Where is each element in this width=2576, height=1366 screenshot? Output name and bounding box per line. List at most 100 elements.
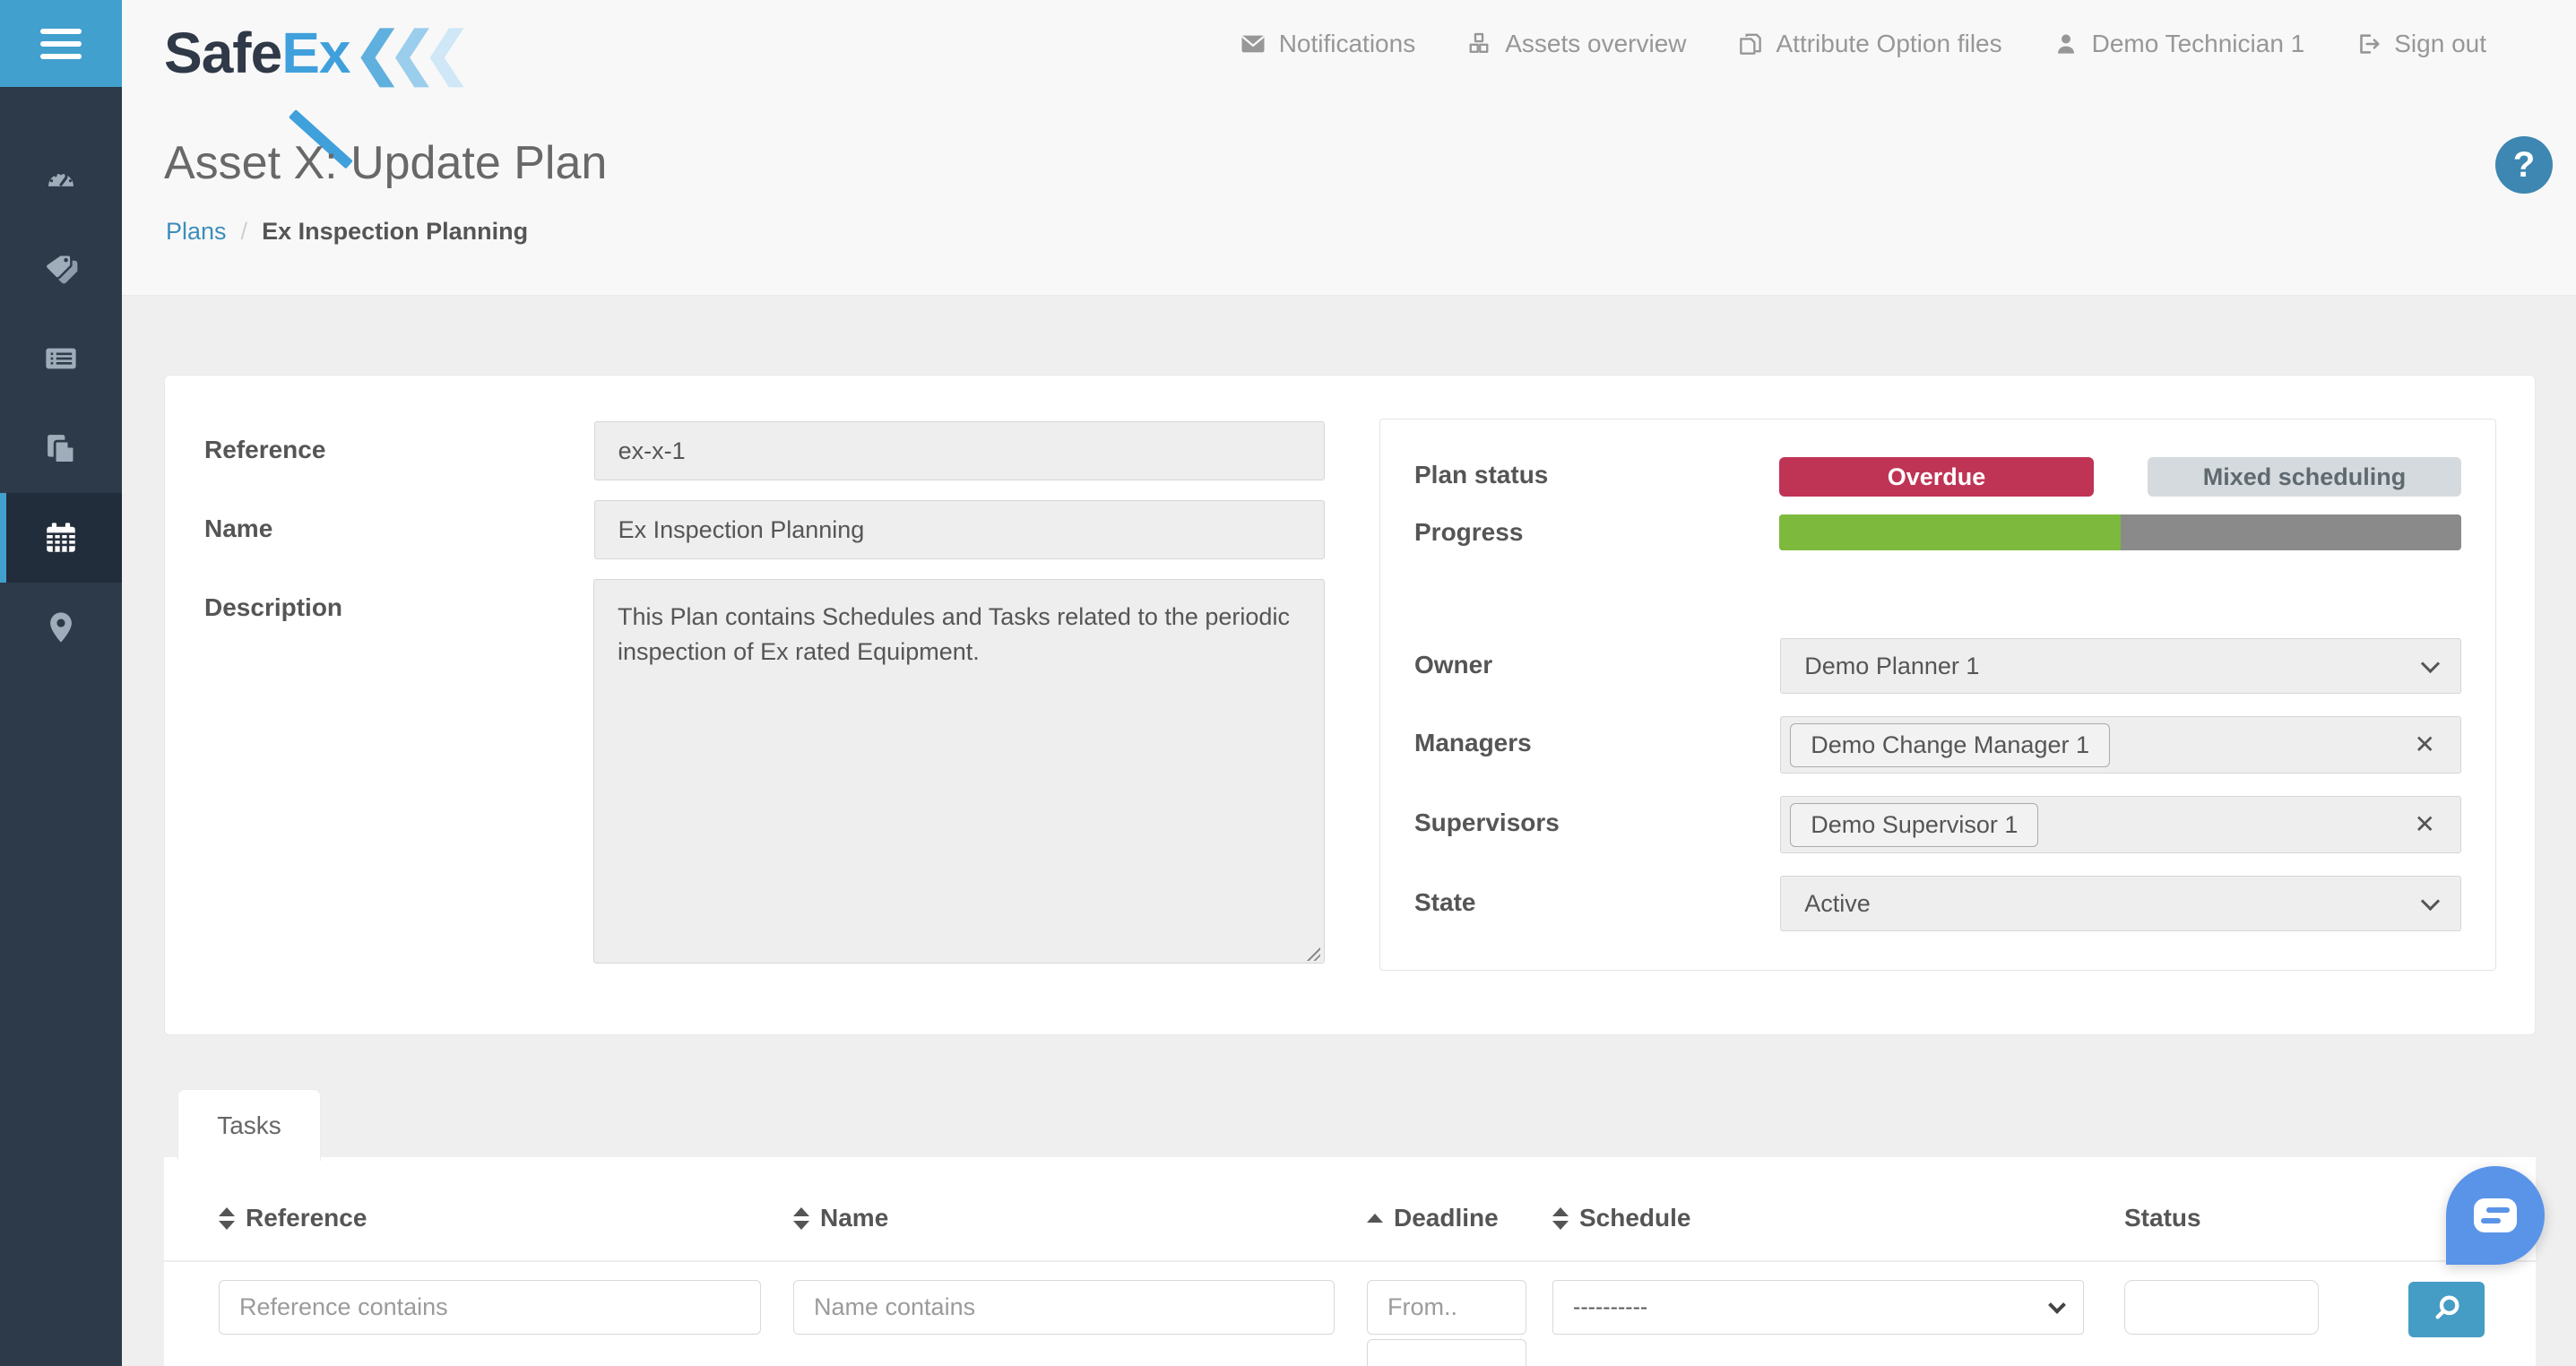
progress-bar (1779, 514, 2461, 550)
search-icon (2435, 1295, 2459, 1319)
logo-text-safe: Safe (164, 21, 282, 85)
logo-chevron: ❮ (388, 20, 437, 85)
sort-icon (1552, 1206, 1569, 1230)
tab-tasks-label: Tasks (217, 1111, 281, 1139)
nav-label: Notifications (1278, 29, 1416, 57)
nav-sign-out[interactable]: Sign out (2355, 30, 2486, 58)
manager-chip[interactable]: Demo Change Manager 1 (1790, 722, 2110, 767)
filter-schedule-select[interactable]: ---------- (1552, 1280, 2084, 1335)
cubes-icon (1469, 32, 1489, 53)
filter-status-input[interactable] (2124, 1280, 2319, 1335)
menu-toggle-button[interactable] (0, 0, 122, 87)
nav-user-account[interactable]: Demo Technician 1 (2053, 29, 2305, 58)
column-header-reference[interactable]: Reference (219, 1204, 367, 1232)
dashboard-icon (48, 172, 73, 186)
filter-name-input[interactable] (793, 1280, 1335, 1335)
filter-deadline-to-input[interactable] (1367, 1339, 1526, 1366)
sidebar (0, 0, 122, 1366)
managers-multiselect[interactable]: Demo Change Manager 1 ✕ (1780, 716, 2461, 774)
resize-grip-icon[interactable] (1304, 945, 1320, 961)
progress-label: Progress (1414, 518, 1524, 546)
search-button[interactable] (2408, 1282, 2485, 1337)
column-header-name[interactable]: Name (793, 1204, 888, 1232)
sort-icon (793, 1206, 809, 1230)
sidebar-item-documents[interactable] (0, 403, 122, 493)
remove-managers-icon[interactable]: ✕ (2414, 731, 2435, 758)
tasks-panel: Reference Name Deadline Schedule Status … (164, 1157, 2536, 1366)
nav-label: Attribute Option files (1776, 29, 2002, 57)
column-label: Reference (246, 1204, 367, 1232)
name-label: Name (204, 514, 273, 542)
column-header-deadline[interactable]: Deadline (1367, 1204, 1499, 1232)
breadcrumb-separator: / (240, 218, 248, 245)
managers-label: Managers (1414, 729, 1532, 756)
plan-status-panel: Plan status Overdue Mixed scheduling Pro… (1379, 419, 2496, 971)
topbar: Safe Ex ❮ ❮ ❮ Notifications Assets overvi… (122, 0, 2576, 296)
column-header-schedule[interactable]: Schedule (1552, 1204, 1690, 1232)
breadcrumb-current: Ex Inspection Planning (262, 218, 529, 245)
plan-details-card: Reference Name Description This Plan con… (164, 375, 2536, 1035)
question-mark-icon: ? (2512, 144, 2536, 185)
status-badge-mixed-scheduling: Mixed scheduling (2148, 457, 2461, 497)
column-label: Deadline (1394, 1204, 1499, 1232)
nav-attribute-option-files[interactable]: Attribute Option files (1737, 30, 2002, 58)
sidebar-item-tags[interactable] (0, 224, 122, 314)
sidebar-item-dashboard[interactable] (0, 134, 122, 224)
top-navigation: Notifications Assets overview Attribute … (1240, 0, 2486, 87)
chevron-down-icon (2420, 653, 2441, 674)
description-textarea[interactable]: This Plan contains Schedules and Tasks r… (593, 579, 1325, 964)
sort-asc-icon (1367, 1214, 1383, 1223)
remove-supervisors-icon[interactable]: ✕ (2414, 810, 2435, 838)
sidebar-item-locations[interactable] (0, 583, 122, 672)
schedule-select-value: ---------- (1573, 1294, 1648, 1319)
logo-chevron: ❮ (353, 20, 402, 85)
sidebar-item-list[interactable] (0, 314, 122, 403)
supervisor-chip[interactable]: Demo Supervisor 1 (1790, 802, 2039, 847)
logo-chevron: ❮ (422, 20, 471, 85)
owner-select[interactable]: Demo Planner 1 (1780, 638, 2461, 694)
location-pin-icon (50, 612, 72, 643)
column-label: Name (820, 1204, 889, 1232)
help-button[interactable]: ? (2495, 136, 2553, 194)
reference-input[interactable] (593, 421, 1325, 480)
hamburger-icon (40, 28, 82, 59)
reference-label: Reference (204, 436, 326, 463)
filter-reference-input[interactable] (219, 1280, 761, 1335)
copy-files-icon (1739, 33, 1761, 55)
tab-tasks[interactable]: Tasks (177, 1089, 321, 1161)
tasks-table-header: Reference Name Deadline Schedule Status (164, 1157, 2536, 1262)
logo-text-ex: Ex (281, 21, 350, 85)
page-title: Asset X: Update Plan (164, 137, 608, 189)
chat-bubble-icon (2474, 1198, 2517, 1232)
supervisors-multiselect[interactable]: Demo Supervisor 1 ✕ (1780, 796, 2461, 853)
name-input[interactable] (593, 500, 1325, 559)
filter-deadline-from-input[interactable] (1367, 1280, 1526, 1335)
state-value: Active (1804, 889, 1871, 917)
chevron-down-icon (2420, 891, 2441, 912)
state-label: State (1414, 888, 1476, 916)
breadcrumb: Plans / Ex Inspection Planning (166, 218, 528, 246)
envelope-icon (1241, 35, 1265, 52)
nav-label: Demo Technician 1 (2091, 29, 2305, 57)
sign-out-icon (2360, 33, 2380, 54)
nav-label: Sign out (2394, 29, 2486, 57)
plan-status-label: Plan status (1414, 461, 1549, 488)
chevron-down-icon (2048, 1296, 2066, 1314)
safeex-logo[interactable]: Safe Ex ❮ ❮ ❮ (164, 13, 471, 93)
plan-form: Reference Name Description This Plan con… (204, 421, 1325, 988)
copy-icon (48, 435, 76, 464)
description-label: Description (204, 593, 343, 621)
supervisors-label: Supervisors (1414, 808, 1560, 836)
state-select[interactable]: Active (1780, 876, 2461, 931)
nav-notifications[interactable]: Notifications (1240, 29, 1416, 58)
column-label: Schedule (1579, 1204, 1691, 1232)
chat-button[interactable] (2446, 1166, 2545, 1265)
nav-assets-overview[interactable]: Assets overview (1465, 29, 1687, 58)
list-icon (46, 348, 76, 369)
sidebar-item-plans-calendar[interactable] (0, 493, 122, 583)
progress-fill (1779, 514, 2121, 550)
tags-icon (44, 254, 78, 284)
breadcrumb-plans-link[interactable]: Plans (166, 218, 227, 245)
column-header-status: Status (2124, 1204, 2201, 1232)
nav-label: Assets overview (1505, 29, 1687, 57)
